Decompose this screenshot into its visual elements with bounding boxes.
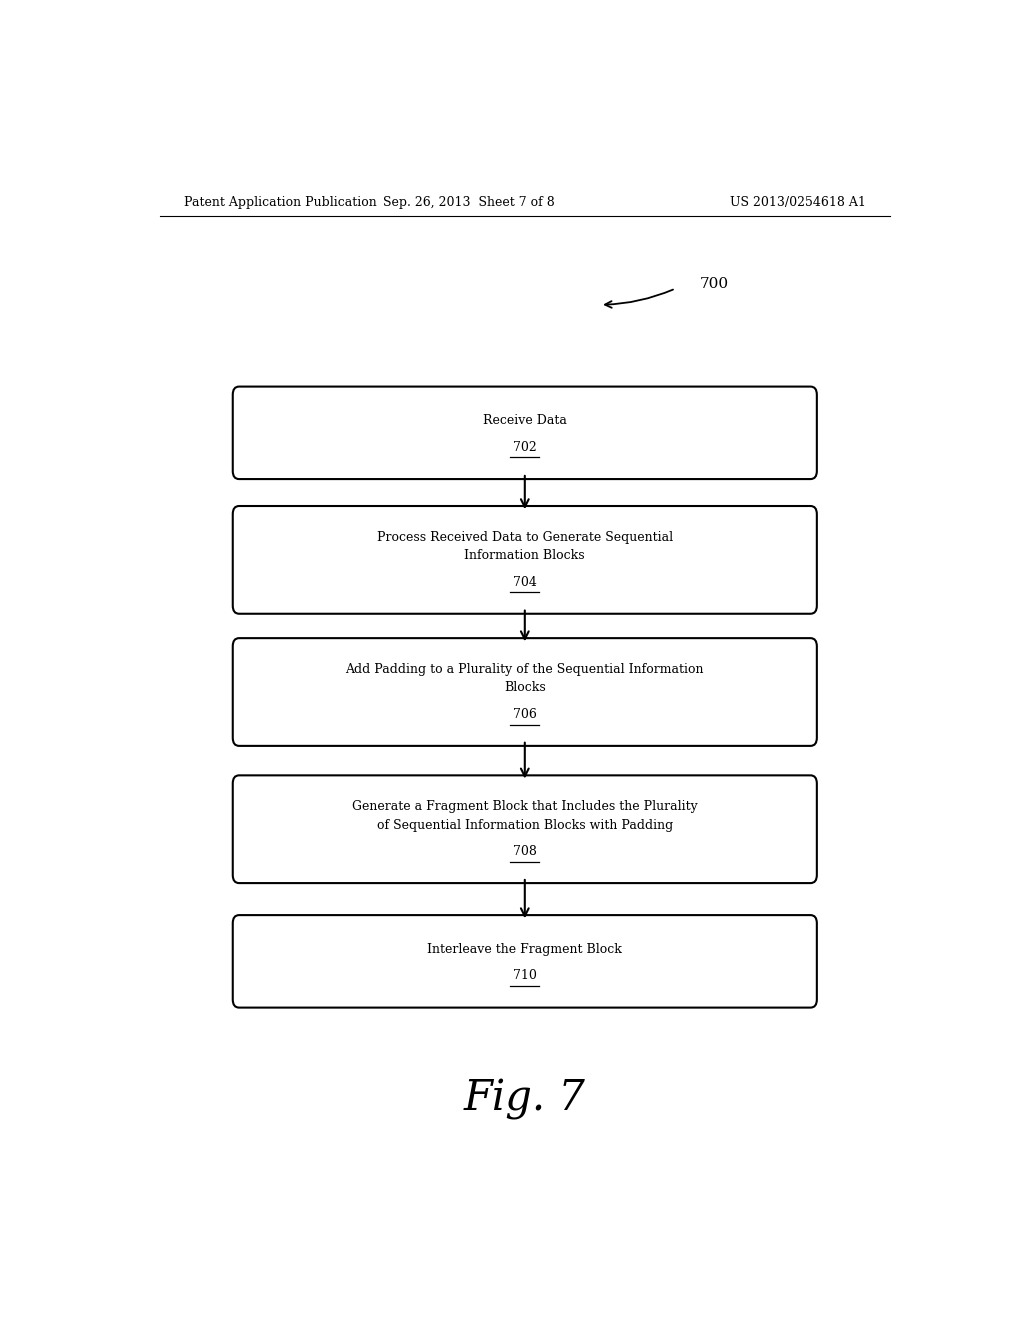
Text: 704: 704 — [513, 576, 537, 589]
Text: Blocks: Blocks — [504, 681, 546, 694]
Text: Patent Application Publication: Patent Application Publication — [183, 195, 376, 209]
Text: 708: 708 — [513, 845, 537, 858]
Text: 706: 706 — [513, 708, 537, 721]
Text: Interleave the Fragment Block: Interleave the Fragment Block — [427, 942, 623, 956]
FancyBboxPatch shape — [232, 775, 817, 883]
Text: 710: 710 — [513, 969, 537, 982]
Text: Receive Data: Receive Data — [483, 414, 566, 428]
FancyBboxPatch shape — [232, 638, 817, 746]
Text: 702: 702 — [513, 441, 537, 454]
Text: Fig. 7: Fig. 7 — [464, 1077, 586, 1119]
Text: 700: 700 — [699, 277, 728, 292]
Text: of Sequential Information Blocks with Padding: of Sequential Information Blocks with Pa… — [377, 818, 673, 832]
Text: US 2013/0254618 A1: US 2013/0254618 A1 — [730, 195, 866, 209]
Text: Sep. 26, 2013  Sheet 7 of 8: Sep. 26, 2013 Sheet 7 of 8 — [383, 195, 555, 209]
FancyBboxPatch shape — [232, 915, 817, 1007]
Text: Add Padding to a Plurality of the Sequential Information: Add Padding to a Plurality of the Sequen… — [345, 663, 705, 676]
Text: Generate a Fragment Block that Includes the Plurality: Generate a Fragment Block that Includes … — [352, 800, 697, 813]
Text: Information Blocks: Information Blocks — [465, 549, 585, 562]
FancyBboxPatch shape — [232, 387, 817, 479]
FancyBboxPatch shape — [232, 506, 817, 614]
Text: Process Received Data to Generate Sequential: Process Received Data to Generate Sequen… — [377, 531, 673, 544]
